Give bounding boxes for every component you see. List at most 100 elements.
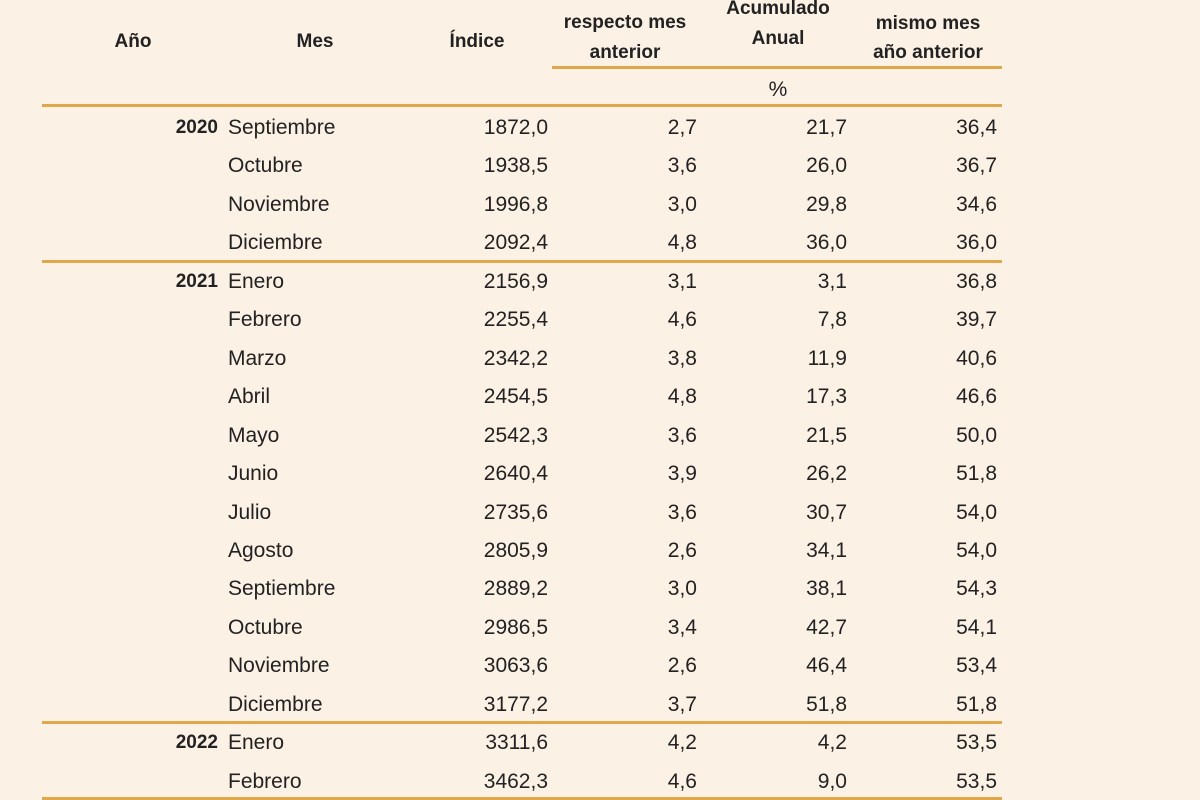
column-header: Año	[114, 31, 152, 52]
cell-value: 50,0	[956, 423, 997, 447]
year: 2020	[175, 117, 218, 138]
cell-value: 21,5	[806, 423, 847, 447]
cell-value: 3,1	[667, 269, 697, 293]
month: Noviembre	[228, 654, 330, 678]
cell-value: 53,5	[956, 731, 997, 755]
column-header: mismo mes	[875, 13, 981, 34]
group-rule	[42, 796, 1002, 800]
cell-value: 2735,6	[483, 500, 548, 524]
group-rule	[42, 259, 1002, 263]
cell-value: 26,0	[806, 154, 847, 178]
cell-value: 29,8	[806, 192, 847, 216]
cell-value: 4,8	[667, 231, 697, 255]
cell-value: 2,7	[667, 116, 697, 139]
column-header: anterior	[589, 42, 661, 63]
group-rule	[42, 721, 1002, 725]
cell-value: 54,3	[956, 577, 997, 601]
cell-value: 42,7	[806, 615, 847, 639]
month: Enero	[228, 731, 285, 755]
cell-value: 2342,2	[483, 346, 548, 370]
cell-value: 30,7	[806, 500, 847, 524]
cell-value: 21,7	[806, 116, 847, 139]
cell-value: 2,6	[667, 538, 697, 562]
header-rule	[552, 66, 1002, 69]
cell-value: 2,6	[667, 654, 697, 678]
cell-value: 3,0	[667, 192, 697, 216]
cell-value: 3,6	[667, 154, 697, 178]
cell-value: 3,1	[817, 269, 847, 293]
month: Agosto	[228, 538, 294, 562]
column-header: año anterior	[873, 42, 983, 63]
unit-label: %	[768, 78, 788, 101]
year: 2022	[175, 732, 218, 754]
month: Septiembre	[228, 577, 336, 601]
column-header: Anual	[751, 28, 805, 49]
cell-value: 1872,0	[483, 116, 548, 139]
cell-value: 34,1	[806, 538, 847, 562]
cell-value: 51,8	[956, 462, 997, 486]
year: 2021	[175, 270, 218, 292]
cell-value: 54,1	[956, 615, 997, 639]
cell-value: 46,4	[806, 654, 847, 678]
cell-value: 4,2	[817, 731, 847, 755]
column-header: Índice	[449, 31, 505, 52]
cell-value: 3,6	[667, 423, 697, 447]
month: Diciembre	[228, 231, 323, 255]
month: Julio	[228, 500, 272, 524]
cell-value: 36,7	[956, 154, 997, 178]
column-header: Acumulado	[726, 0, 830, 19]
cell-value: 2805,9	[483, 538, 548, 562]
month: Febrero	[228, 308, 302, 332]
month: Marzo	[228, 346, 287, 370]
header-rule	[42, 104, 1002, 107]
month: Octubre	[228, 615, 303, 639]
cell-value: 17,3	[806, 385, 847, 409]
cell-value: 53,4	[956, 654, 997, 678]
cell-value: 54,0	[956, 538, 997, 562]
cell-value: 2986,5	[483, 615, 548, 639]
cell-value: 11,9	[807, 346, 847, 370]
cell-value: 3,6	[667, 500, 697, 524]
cell-value: 2156,9	[483, 269, 548, 293]
cell-value: 38,1	[806, 577, 847, 601]
cell-value: 2255,4	[483, 308, 548, 332]
cell-value: 9,0	[817, 769, 847, 793]
cell-value: 3,8	[667, 346, 697, 370]
cell-value: 3,7	[667, 692, 697, 716]
cell-value: 2092,4	[483, 231, 548, 255]
cell-value: 36,0	[806, 231, 847, 255]
cell-value: 3311,6	[485, 731, 548, 755]
month: Enero	[228, 269, 285, 293]
cell-value: 3177,2	[483, 692, 548, 716]
cell-value: 3,4	[667, 615, 697, 639]
cell-value: 36,8	[956, 269, 997, 293]
cell-value: 36,0	[956, 231, 997, 255]
cell-value: 39,7	[956, 308, 997, 332]
month: Mayo	[228, 423, 280, 447]
column-header: respecto mes	[563, 12, 687, 33]
cell-value: 3063,6	[483, 654, 548, 678]
cell-value: 3,9	[667, 462, 697, 486]
cell-value: 3462,3	[483, 769, 548, 793]
column-header: Mes	[296, 31, 334, 52]
month: Octubre	[228, 154, 303, 178]
cell-value: 40,6	[956, 346, 997, 370]
month: Septiembre	[228, 116, 336, 139]
cell-value: 2889,2	[483, 577, 548, 601]
cell-value: 54,0	[956, 500, 997, 524]
month: Abril	[228, 385, 271, 409]
cell-value: 4,2	[667, 731, 697, 755]
month: Diciembre	[228, 692, 323, 716]
cell-value: 4,6	[667, 308, 697, 332]
month: Noviembre	[228, 192, 330, 216]
cell-value: 46,6	[956, 385, 997, 409]
cell-value: 51,8	[956, 692, 997, 716]
cell-value: 2542,3	[483, 423, 548, 447]
cell-value: 53,5	[956, 769, 997, 793]
cell-value: 3,0	[667, 577, 697, 601]
cell-value: 36,4	[956, 116, 997, 139]
cell-value: 1938,5	[483, 154, 548, 178]
month: Junio	[228, 462, 279, 486]
cell-value: 7,8	[817, 308, 847, 332]
